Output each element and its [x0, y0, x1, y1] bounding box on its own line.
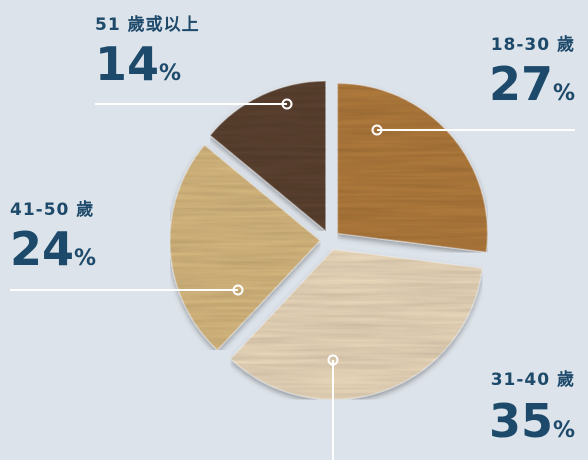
category-label: 18-30 歲: [491, 34, 575, 55]
leader-dot: [371, 124, 383, 136]
category-label: 51 歲或以上: [95, 14, 200, 35]
leader-dot: [327, 354, 339, 366]
category-label: 41-50 歲: [10, 199, 94, 220]
pie-slice: [336, 82, 489, 254]
value-label: 27%: [489, 57, 575, 111]
pie-slice: [229, 248, 484, 401]
pie-slice: [209, 80, 327, 233]
leader-dot: [232, 284, 244, 296]
value-label: 24%: [10, 222, 96, 276]
category-label: 31-40 歲: [491, 369, 575, 390]
pie-slice: [169, 143, 322, 352]
value-label: 35%: [489, 394, 575, 448]
value-label: 14%: [95, 37, 181, 91]
leader-dot: [281, 98, 293, 110]
